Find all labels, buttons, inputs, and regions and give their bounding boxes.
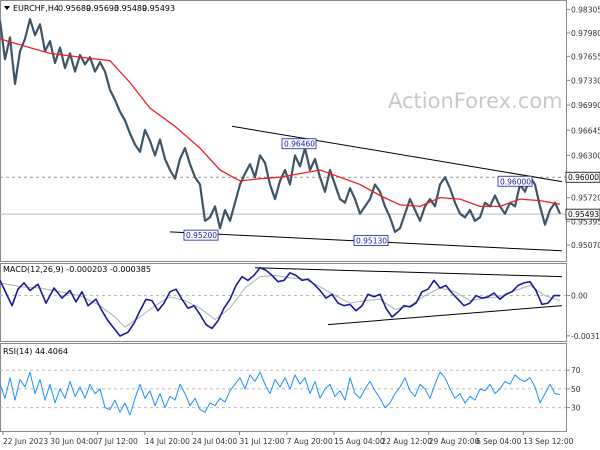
y-tick-label: 0.97655 [571, 53, 600, 62]
macd-label: MACD(12,26,9) -0.000203 -0.000385 [3, 265, 151, 274]
x-tick-label: 13 Sep 12:00 [523, 437, 573, 446]
macd-trendline [254, 267, 563, 278]
x-tick-label: 22 Aug 12:00 [381, 437, 432, 446]
y-tick-label: 0.96645 [571, 126, 600, 135]
price-annotation-box [183, 229, 219, 241]
level-line-box [565, 171, 600, 183]
x-tick-label: 7 Jul 12:00 [98, 437, 138, 446]
level-line-label: 0.96000 [568, 173, 599, 182]
macd-line [0, 266, 560, 337]
current-price-box [565, 208, 600, 220]
rsi-y-tick-label: 70 [571, 366, 581, 375]
ohlc-close: 0.95493 [142, 4, 175, 13]
macd-trendline [327, 305, 563, 326]
x-tick-label: 30 Jun 04:00 [50, 437, 98, 446]
y-tick-label: 0.95395 [571, 217, 600, 226]
price-annotation-label: 0.95130 [356, 237, 387, 246]
macd-y-tick-label: 0.00 [571, 292, 588, 301]
x-tick-label: 31 Jul 12:00 [240, 437, 285, 446]
symbol-dropdown-icon[interactable] [4, 6, 10, 10]
rsi-line [0, 371, 561, 416]
moving-average-line [0, 38, 561, 208]
rsi-y-tick-label: 30 [571, 404, 581, 413]
watermark: ActionForex.com [388, 89, 563, 113]
rsi-y-tick-label: 50 [571, 385, 581, 394]
trendline [231, 125, 563, 183]
current-price-label: 0.95493 [568, 210, 599, 219]
rsi-panel-frame [0, 343, 567, 432]
price-annotation-label: 0.96460 [284, 140, 315, 149]
x-tick-label: 15 Aug 04:00 [334, 437, 385, 446]
macd-panel-frame [0, 263, 567, 342]
price-annotation-label: 0.95200 [186, 231, 217, 240]
y-tick-label: 0.98305 [571, 5, 600, 14]
price-annotation-box [497, 175, 533, 187]
main-panel-frame [0, 0, 567, 262]
x-tick-label: 6 Sep 04:00 [476, 437, 522, 446]
price-annotation-box [281, 138, 317, 150]
price-annotation-box [353, 235, 389, 247]
macd-y-tick-label: -0.003191 [571, 332, 600, 341]
x-tick-label: 29 Aug 20:00 [429, 437, 480, 446]
ohlc-open: 0.95689 [58, 4, 91, 13]
y-tick-label: 0.97330 [571, 76, 600, 85]
y-tick-label: 0.96990 [571, 101, 600, 110]
price-line [0, 18, 562, 233]
symbol-label: EURCHF,H4 [13, 4, 59, 13]
macd-signal-line [0, 274, 561, 328]
y-tick-label: 0.95720 [571, 194, 600, 203]
y-tick-label: 0.96300 [571, 151, 600, 160]
x-tick-label: 22 Jun 2023 [3, 437, 48, 446]
ohlc-high: 0.95693 [86, 4, 119, 13]
y-tick-label: 0.95070 [571, 241, 600, 250]
rsi-label: RSI(14) 44.4064 [3, 347, 68, 356]
price-annotation-label: 0.96000 [500, 177, 531, 186]
x-tick-label: 24 Jul 04:00 [192, 437, 237, 446]
y-tick-label: 0.97980 [571, 29, 600, 38]
x-tick-label: 7 Aug 20:00 [287, 437, 333, 446]
x-tick-label: 14 Jul 20:00 [145, 437, 190, 446]
ohlc-low: 0.95489 [114, 4, 147, 13]
